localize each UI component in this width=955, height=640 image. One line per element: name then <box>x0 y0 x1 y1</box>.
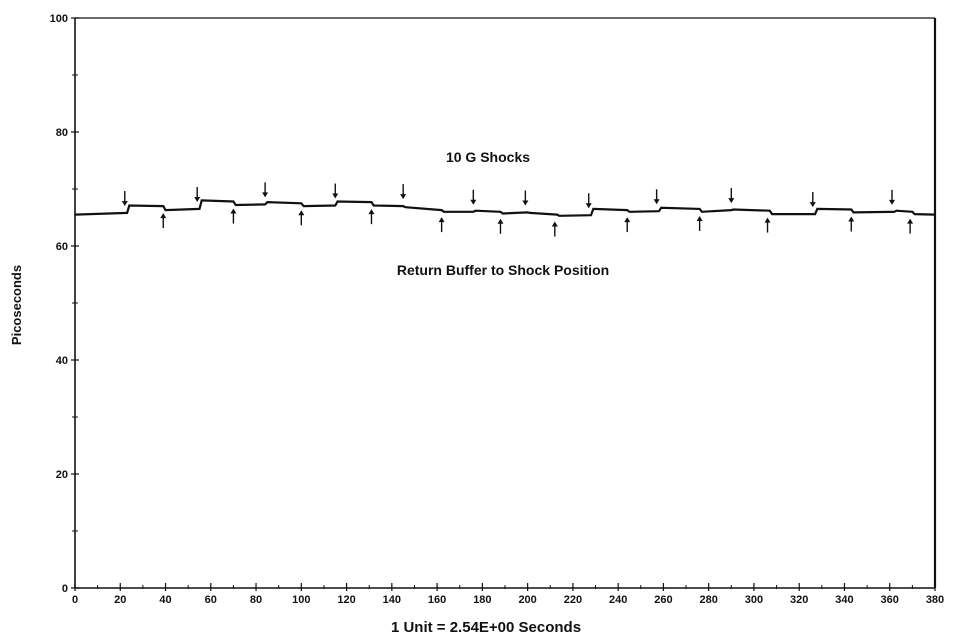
shock-arrow-head <box>585 203 592 209</box>
return-arrow-up <box>497 218 504 234</box>
return-arrow-head <box>298 210 305 216</box>
shock-arrow-down <box>470 189 477 205</box>
y-axis-label: Picoseconds <box>9 265 24 345</box>
return-arrow-head <box>848 216 855 222</box>
return-arrow-head <box>160 213 167 219</box>
x-tick-label: 380 <box>926 594 944 606</box>
x-tick-label: 100 <box>292 594 310 606</box>
shock-arrow-head <box>470 199 477 205</box>
x-tick-label: 80 <box>250 594 262 606</box>
x-axis-label: 1 Unit = 2.54E+00 Seconds <box>391 619 581 636</box>
series-line <box>74 199 936 217</box>
shock-arrow-down <box>194 187 201 203</box>
chart-axes <box>74 17 937 589</box>
shock-arrow-down <box>889 189 895 205</box>
shock-arrow-down <box>809 192 816 208</box>
return-arrow-head <box>624 217 631 223</box>
return-arrow-head <box>230 208 237 214</box>
x-tick-label: 0 <box>72 594 78 606</box>
x-tick-label: 160 <box>428 594 446 606</box>
x-tick-label: 300 <box>745 594 763 606</box>
x-tick-label: 240 <box>609 594 627 606</box>
x-tick-label: 320 <box>790 594 808 606</box>
shock-arrow-down <box>522 190 529 206</box>
return-arrow-up <box>298 210 305 226</box>
annotation-return: Return Buffer to Shock Position <box>397 262 609 278</box>
x-tick-label: 20 <box>114 594 126 606</box>
shock-arrow-down <box>332 183 339 199</box>
chart-ticks: 0 20 40 60 80 100 120 140 160 180 200 220 240 260 280 3… <box>50 13 945 606</box>
return-arrow-up <box>230 208 237 224</box>
shock-arrow-head <box>522 200 529 206</box>
y-tick-label: 20 <box>56 469 68 481</box>
shock-arrow-head <box>121 201 128 207</box>
return-arrow-up <box>368 209 375 225</box>
x-tick-label: 120 <box>337 594 355 606</box>
x-tick-label: 140 <box>383 594 401 606</box>
y-tick-label: 40 <box>56 355 68 367</box>
shock-arrow-head <box>400 194 407 200</box>
shock-arrow-head <box>889 199 895 205</box>
x-tick-label: 280 <box>700 594 718 606</box>
return-arrow-up <box>551 221 558 237</box>
annotation-shocks: 10 G Shocks <box>446 149 530 165</box>
shock-arrow-down <box>121 191 128 207</box>
shock-arrow-head <box>262 192 269 198</box>
return-arrow-head <box>764 217 771 223</box>
x-tick-label: 260 <box>654 594 672 606</box>
shock-arrow-head <box>653 199 660 205</box>
shock-arrow-down <box>728 188 735 204</box>
return-arrow-up <box>438 217 445 233</box>
shock-arrow-head <box>809 202 816 208</box>
return-arrow-head <box>368 209 375 215</box>
chart-markers <box>121 182 914 237</box>
y-tick-label: 60 <box>56 241 68 253</box>
x-tick-label: 340 <box>835 594 853 606</box>
shock-arrow-down <box>585 193 592 209</box>
shock-arrow-head <box>728 198 735 204</box>
return-arrow-up <box>160 213 167 229</box>
return-arrow-up <box>907 218 914 234</box>
return-arrow-up <box>624 217 631 233</box>
y-tick-label: 80 <box>56 127 68 139</box>
return-arrow-up <box>696 215 703 231</box>
y-tick-label: 0 <box>62 583 68 595</box>
shock-arrow-down <box>262 182 269 198</box>
x-tick-label: 200 <box>518 594 536 606</box>
x-tick-label: 40 <box>159 594 171 606</box>
shock-arrow-head <box>332 193 339 199</box>
x-tick-label: 180 <box>473 594 491 606</box>
return-arrow-head <box>696 215 703 221</box>
return-arrow-head <box>438 217 445 223</box>
x-tick-label: 220 <box>564 594 582 606</box>
return-arrow-head <box>551 221 558 227</box>
shock-arrow-down <box>400 184 407 200</box>
return-arrow-up <box>848 216 855 232</box>
x-tick-label: 360 <box>881 594 899 606</box>
x-tick-label: 60 <box>205 594 217 606</box>
return-arrow-up <box>764 217 771 233</box>
return-arrow-head <box>497 218 504 224</box>
shock-arrow-down <box>653 189 660 205</box>
return-arrow-head <box>907 218 914 224</box>
shock-arrow-head <box>194 197 201 203</box>
y-tick-label: 100 <box>50 13 68 25</box>
